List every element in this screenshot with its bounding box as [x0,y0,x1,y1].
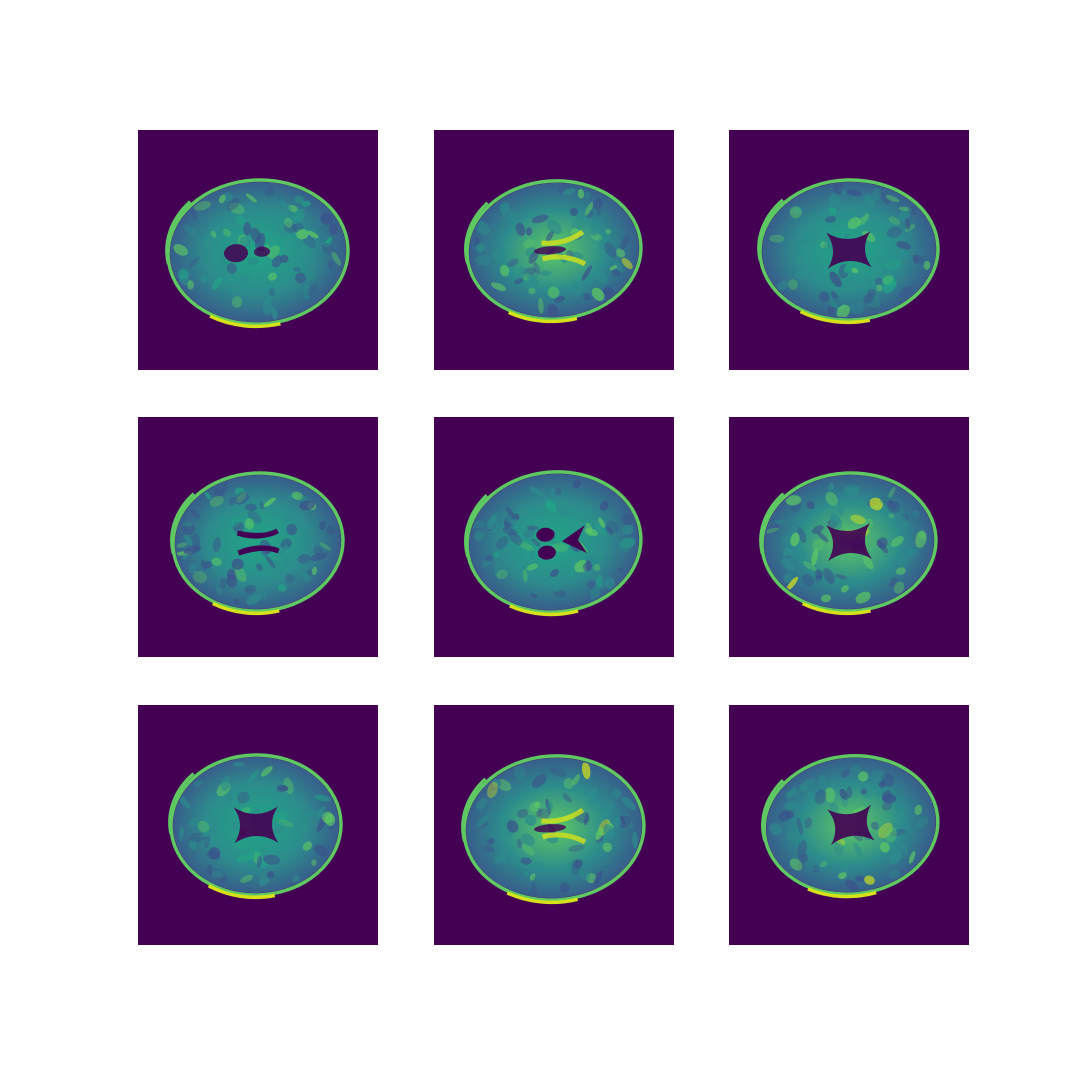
mri-slice-tile [138,705,378,945]
brain-slice-image [434,705,674,945]
mri-slice-tile [434,130,674,370]
mri-slice-tile [434,417,674,657]
brain-slice-image [434,417,674,657]
mri-slice-tile [138,130,378,370]
brain-slice-image [729,417,969,657]
mri-slice-tile [138,417,378,657]
brain-slice-image [138,705,378,945]
mri-slice-tile [434,705,674,945]
brain-slice-image [729,705,969,945]
brain-slice-image [729,130,969,370]
mri-slice-tile [729,705,969,945]
brain-slice-image [138,130,378,370]
brain-tissue [175,474,341,610]
brain-slice-image [138,417,378,657]
mri-slice-tile [729,417,969,657]
mri-slice-tile [729,130,969,370]
brain-slice-image [434,130,674,370]
